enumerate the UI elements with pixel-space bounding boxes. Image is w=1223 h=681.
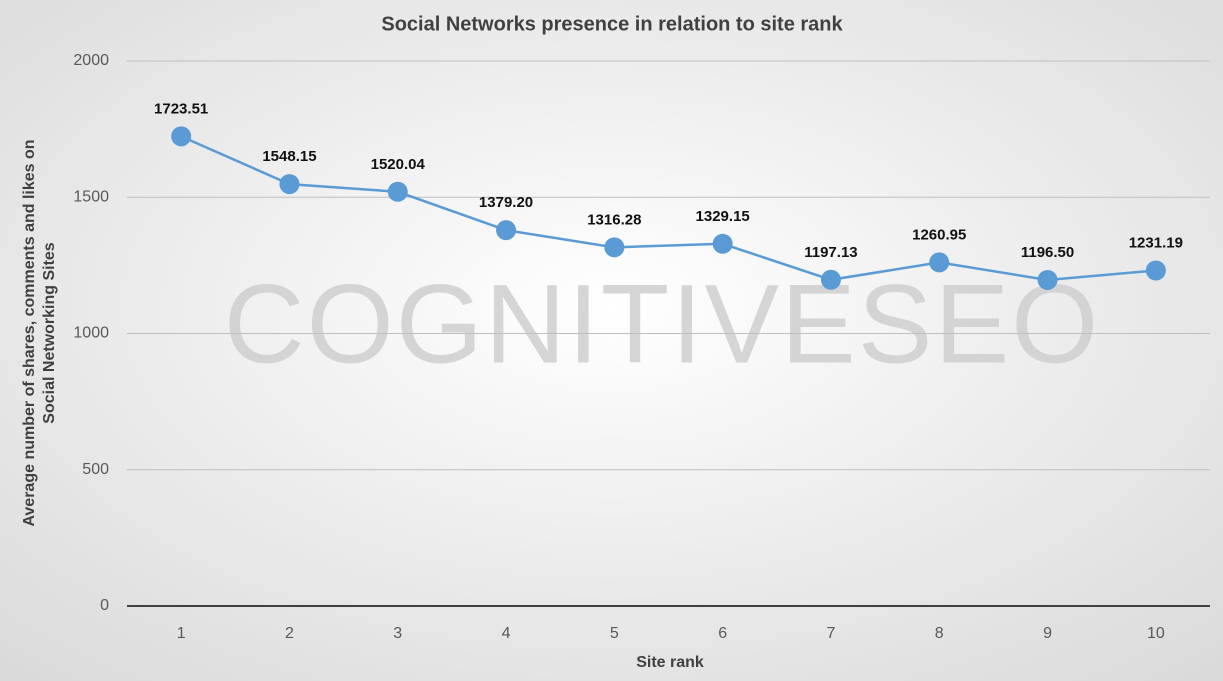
data-label: 1379.20 <box>479 194 533 211</box>
x-tick-label: 6 <box>718 625 727 642</box>
x-tick-label: 10 <box>1147 625 1165 642</box>
x-tick-label: 9 <box>1043 625 1052 642</box>
data-label: 1723.51 <box>154 100 208 117</box>
data-label: 1520.04 <box>371 156 426 173</box>
data-label: 1548.15 <box>262 148 316 165</box>
data-label: 1231.19 <box>1129 234 1183 251</box>
x-tick-label: 5 <box>610 625 619 642</box>
y-tick-label: 1000 <box>73 325 109 342</box>
y-axis-title: Average number of shares, comments and l… <box>21 139 58 526</box>
data-point <box>171 126 192 147</box>
y-tick-label: 1500 <box>73 188 109 205</box>
data-point <box>604 237 625 258</box>
x-tick-label: 1 <box>177 625 186 642</box>
data-point <box>820 269 841 290</box>
data-label: 1197.13 <box>804 244 857 261</box>
data-label: 1260.95 <box>912 226 966 243</box>
data-point <box>929 252 950 273</box>
chart-title: Social Networks presence in relation to … <box>381 13 843 35</box>
data-point <box>1037 269 1058 290</box>
watermark: COGNITIVESEO <box>224 262 1101 387</box>
data-line <box>180 135 1156 282</box>
y-tick-label: 2000 <box>73 52 109 69</box>
data-label: 1196.50 <box>1021 244 1074 261</box>
x-tick-label: 3 <box>393 625 402 642</box>
y-axis-title-line: Average number of shares, comments and l… <box>21 139 38 526</box>
x-tick-label: 8 <box>935 625 944 642</box>
data-point <box>1145 260 1166 281</box>
x-axis-title: Site rank <box>636 654 704 671</box>
y-axis-title-line: Social Networking Sites <box>41 242 58 423</box>
data-label: 1329.15 <box>696 208 750 225</box>
y-tick-label: 500 <box>82 461 109 478</box>
data-point <box>279 174 300 195</box>
y-tick-label: 0 <box>100 597 109 614</box>
data-point <box>496 220 517 241</box>
x-tick-label: 4 <box>502 625 511 642</box>
x-tick-label: 7 <box>826 625 835 642</box>
x-tick-label: 2 <box>285 625 294 642</box>
data-point <box>712 233 733 254</box>
data-point <box>387 181 408 202</box>
data-label: 1316.28 <box>587 211 641 228</box>
